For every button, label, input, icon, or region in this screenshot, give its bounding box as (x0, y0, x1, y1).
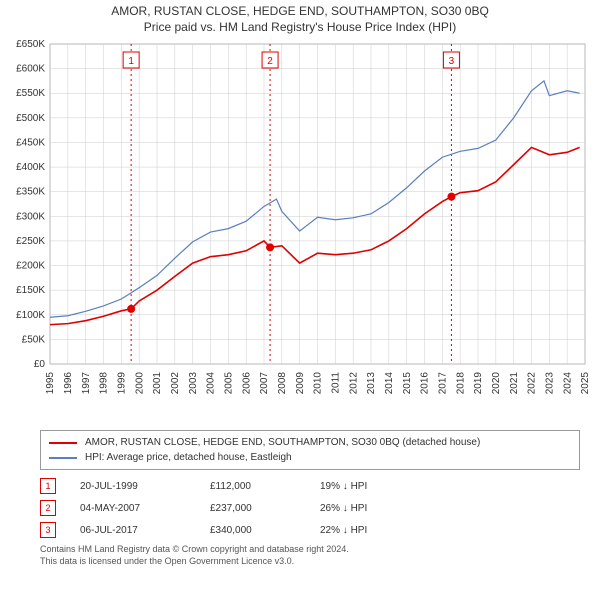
x-tick-label: 2017 (438, 372, 449, 395)
y-tick-label: £250K (16, 236, 45, 247)
marker-row: 3 06-JUL-2017£340,00022% ↓ HPI (40, 522, 580, 538)
marker-index-box: 3 (40, 522, 56, 538)
marker-date: 20-JUL-1999 (80, 481, 210, 492)
marker-delta: 22% ↓ HPI (320, 525, 440, 536)
x-tick-label: 2023 (545, 372, 556, 395)
series-marker (127, 305, 135, 313)
x-tick-label: 1998 (99, 372, 110, 395)
chart-svg: £0 £50K £100K £150K £200K £250K £300K £350K £400… (0, 34, 600, 424)
x-tick-label: 2006 (241, 372, 252, 395)
x-tick-label: 2004 (206, 372, 217, 395)
x-tick-label: 2008 (277, 372, 288, 395)
x-tick-label: 2012 (348, 372, 359, 395)
marker-price: £112,000 (210, 481, 320, 492)
x-tick-label: 2022 (527, 372, 538, 395)
x-tick-label: 2007 (259, 372, 270, 395)
event-marker-label: 3 (449, 56, 455, 67)
y-tick-label: £500K (16, 113, 45, 124)
marker-index-box: 2 (40, 500, 56, 516)
event-marker-label: 2 (267, 56, 273, 67)
legend-item: HPI: Average price, detached house, East… (49, 450, 571, 465)
marker-price: £340,000 (210, 525, 320, 536)
series-marker (447, 193, 455, 201)
x-tick-label: 2021 (509, 372, 520, 395)
x-tick-label: 2020 (491, 372, 502, 395)
y-tick-label: £400K (16, 162, 45, 173)
footer-line2: This data is licensed under the Open Gov… (40, 556, 580, 568)
x-tick-label: 2003 (188, 372, 199, 395)
legend-label: HPI: Average price, detached house, East… (85, 450, 292, 465)
event-marker-label: 1 (128, 56, 134, 67)
series-marker (266, 243, 274, 251)
x-tick-label: 1999 (117, 372, 128, 395)
x-tick-label: 2015 (402, 372, 413, 395)
x-tick-label: 2016 (420, 372, 431, 395)
marker-row: 1 20-JUL-1999£112,00019% ↓ HPI (40, 478, 580, 494)
y-tick-label: £150K (16, 285, 45, 296)
chart-title-block: AMOR, RUSTAN CLOSE, HEDGE END, SOUTHAMPT… (0, 0, 600, 34)
x-tick-label: 1997 (81, 372, 92, 395)
legend-swatch (49, 442, 77, 444)
y-tick-label: £550K (16, 88, 45, 99)
marker-delta: 19% ↓ HPI (320, 481, 440, 492)
y-tick-label: £300K (16, 211, 45, 222)
x-tick-label: 2013 (366, 372, 377, 395)
legend-box: AMOR, RUSTAN CLOSE, HEDGE END, SOUTHAMPT… (40, 430, 580, 470)
footer-attribution: Contains HM Land Registry data © Crown c… (40, 544, 580, 567)
chart-title-main: AMOR, RUSTAN CLOSE, HEDGE END, SOUTHAMPT… (0, 4, 600, 18)
x-tick-label: 2005 (224, 372, 235, 395)
x-tick-label: 2025 (580, 372, 591, 395)
marker-index-box: 1 (40, 478, 56, 494)
marker-price: £237,000 (210, 503, 320, 514)
legend-label: AMOR, RUSTAN CLOSE, HEDGE END, SOUTHAMPT… (85, 435, 480, 450)
y-tick-label: £200K (16, 261, 45, 272)
y-tick-label: £600K (16, 64, 45, 75)
marker-row: 2 04-MAY-2007£237,00026% ↓ HPI (40, 500, 580, 516)
x-tick-label: 2014 (384, 372, 395, 395)
x-tick-label: 1996 (63, 372, 74, 395)
marker-date: 04-MAY-2007 (80, 503, 210, 514)
x-tick-label: 1995 (45, 372, 56, 395)
x-tick-label: 2002 (170, 372, 181, 395)
marker-delta: 26% ↓ HPI (320, 503, 440, 514)
x-tick-label: 2011 (331, 372, 342, 394)
x-tick-label: 2000 (134, 372, 145, 395)
chart-title-sub: Price paid vs. HM Land Registry's House … (0, 20, 600, 34)
legend-swatch (49, 457, 77, 459)
chart-area: £0 £50K £100K £150K £200K £250K £300K £350K £400… (0, 34, 600, 424)
sale-markers-table: 1 20-JUL-1999£112,00019% ↓ HPI 2 04-MAY-200… (40, 478, 580, 538)
x-tick-label: 2001 (152, 372, 163, 395)
x-tick-label: 2010 (313, 372, 324, 395)
x-tick-label: 2024 (562, 372, 573, 395)
x-tick-label: 2018 (455, 372, 466, 395)
x-tick-label: 2009 (295, 372, 306, 395)
y-tick-label: £100K (16, 310, 45, 321)
footer-line1: Contains HM Land Registry data © Crown c… (40, 544, 580, 556)
x-tick-label: 2019 (473, 372, 484, 395)
legend-item: AMOR, RUSTAN CLOSE, HEDGE END, SOUTHAMPT… (49, 435, 571, 450)
y-tick-label: £450K (16, 137, 45, 148)
marker-date: 06-JUL-2017 (80, 525, 210, 536)
y-tick-label: £350K (16, 187, 45, 198)
y-tick-label: £650K (16, 39, 45, 50)
y-tick-label: £50K (22, 334, 46, 345)
y-tick-label: £0 (34, 359, 46, 370)
